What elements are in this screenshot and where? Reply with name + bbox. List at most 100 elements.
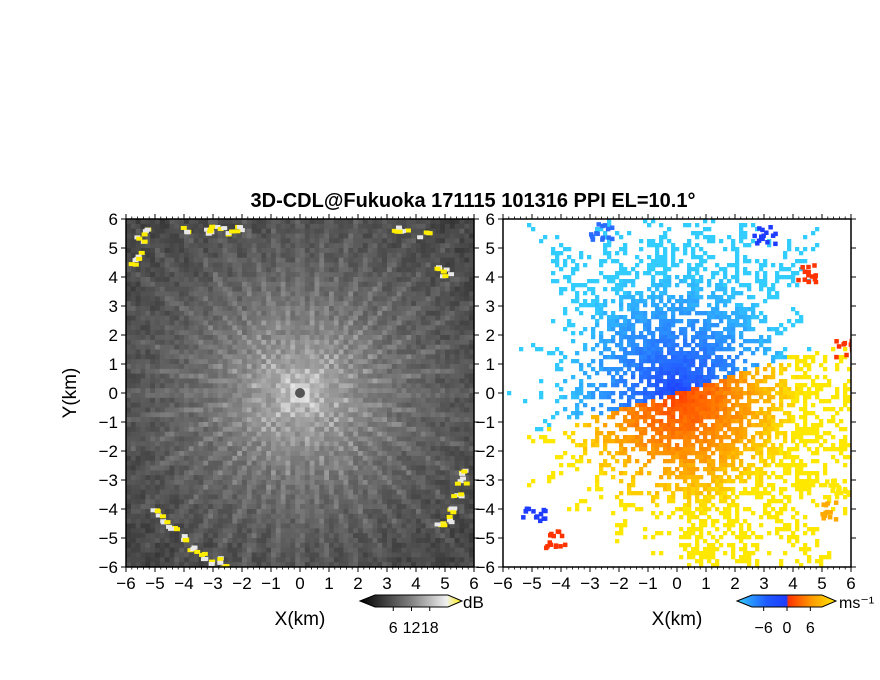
- reflectivity-cell: [353, 373, 359, 379]
- reflectivity-cell: [290, 470, 296, 476]
- reflectivity-cell: [198, 364, 204, 370]
- reflectivity-cell: [155, 257, 161, 263]
- reflectivity-cell: [285, 272, 291, 278]
- reflectivity-cell: [454, 518, 460, 524]
- reflectivity-cell: [411, 248, 417, 254]
- reflectivity-cell: [179, 306, 185, 312]
- reflectivity-cell: [159, 455, 165, 461]
- reflectivity-cell: [150, 470, 156, 476]
- reflectivity-cell: [420, 489, 426, 495]
- reflectivity-cell: [242, 315, 248, 321]
- reflectivity-cell: [420, 325, 426, 331]
- reflectivity-cell: [159, 339, 165, 345]
- reflectivity-cell: [188, 359, 194, 365]
- reflectivity-cell: [396, 262, 402, 268]
- reflectivity-cell: [343, 267, 349, 273]
- reflectivity-cell: [435, 422, 441, 428]
- reflectivity-cell: [188, 489, 194, 495]
- reflectivity-cell: [454, 402, 460, 408]
- reflectivity-cell: [198, 330, 204, 336]
- reflectivity-cell: [261, 383, 267, 389]
- reflectivity-cell: [290, 393, 296, 399]
- reflectivity-cell: [222, 359, 228, 365]
- reflectivity-cell: [130, 238, 136, 244]
- reflectivity-cell: [401, 281, 407, 287]
- reflectivity-cell: [391, 325, 397, 331]
- reflectivity-cell: [300, 460, 306, 466]
- reflectivity-cell: [420, 378, 426, 384]
- reflectivity-cell: [425, 388, 431, 394]
- reflectivity-cell: [179, 441, 185, 447]
- reflectivity-cell: [140, 219, 146, 225]
- reflectivity-cell: [425, 267, 431, 273]
- reflectivity-cell: [348, 480, 354, 486]
- reflectivity-cell: [445, 277, 451, 283]
- reflectivity-cell: [420, 504, 426, 510]
- reflectivity-cell: [184, 562, 190, 567]
- reflectivity-cell: [198, 257, 204, 263]
- reflectivity-cell: [140, 480, 146, 486]
- reflectivity-cell: [193, 509, 199, 515]
- reflectivity-cell: [174, 494, 180, 500]
- reflectivity-cell: [391, 335, 397, 341]
- reflectivity-cell: [401, 339, 407, 345]
- reflectivity-cell: [387, 344, 393, 350]
- reflectivity-cell: [377, 315, 383, 321]
- reflectivity-cell: [382, 335, 388, 341]
- reflectivity-cell: [217, 335, 223, 341]
- reflectivity-cell: [184, 243, 190, 249]
- reflectivity-cell: [309, 504, 315, 510]
- reflectivity-cell: [246, 494, 252, 500]
- reflectivity-cell: [198, 262, 204, 268]
- reflectivity-cell: [135, 426, 141, 432]
- reflectivity-cell: [372, 451, 378, 457]
- reflectivity-cell: [314, 233, 320, 239]
- reflectivity-cell: [445, 523, 451, 529]
- reflectivity-cell: [396, 325, 402, 331]
- reflectivity-cell: [324, 349, 330, 355]
- reflectivity-cell: [217, 538, 223, 544]
- reflectivity-cell: [251, 441, 257, 447]
- reflectivity-cell: [406, 494, 412, 500]
- reflectivity-cell: [232, 286, 238, 292]
- reflectivity-cell: [256, 291, 262, 297]
- reflectivity-cell: [188, 441, 194, 447]
- reflectivity-cell: [174, 460, 180, 466]
- reflectivity-cell: [184, 286, 190, 292]
- reflectivity-cell: [358, 306, 364, 312]
- reflectivity-cell: [377, 518, 383, 524]
- reflectivity-cell: [319, 465, 325, 471]
- reflectivity-cell: [319, 339, 325, 345]
- reflectivity-cell: [358, 330, 364, 336]
- reflectivity-cell: [159, 484, 165, 490]
- reflectivity-cell: [266, 354, 272, 360]
- reflectivity-cell: [261, 277, 267, 283]
- reflectivity-cell: [256, 306, 262, 312]
- reflectivity-cell: [362, 484, 368, 490]
- reflectivity-cell: [324, 484, 330, 490]
- reflectivity-cell: [213, 523, 219, 529]
- reflectivity-cell: [227, 296, 233, 302]
- reflectivity-cell: [459, 315, 465, 321]
- reflectivity-cell: [155, 436, 161, 442]
- reflectivity-cell: [353, 547, 359, 553]
- reflectivity-cell: [275, 417, 281, 423]
- reflectivity-cell: [275, 528, 281, 534]
- reflectivity-cell: [251, 397, 257, 403]
- reflectivity-cell: [145, 354, 151, 360]
- reflectivity-cell: [343, 272, 349, 278]
- reflectivity-cell: [367, 412, 373, 418]
- reflectivity-cell: [213, 513, 219, 519]
- reflectivity-cell: [184, 339, 190, 345]
- reflectivity-cell: [459, 320, 465, 326]
- reflectivity-cell: [193, 330, 199, 336]
- reflectivity-cell: [358, 480, 364, 486]
- reflectivity-cell: [454, 296, 460, 302]
- reflectivity-cell: [372, 252, 378, 258]
- reflectivity-cell: [391, 277, 397, 283]
- reflectivity-cell: [396, 509, 402, 515]
- reflectivity-cell: [387, 378, 393, 384]
- reflectivity-cell: [425, 494, 431, 500]
- reflectivity-cell: [140, 542, 146, 548]
- reflectivity-cell: [314, 373, 320, 379]
